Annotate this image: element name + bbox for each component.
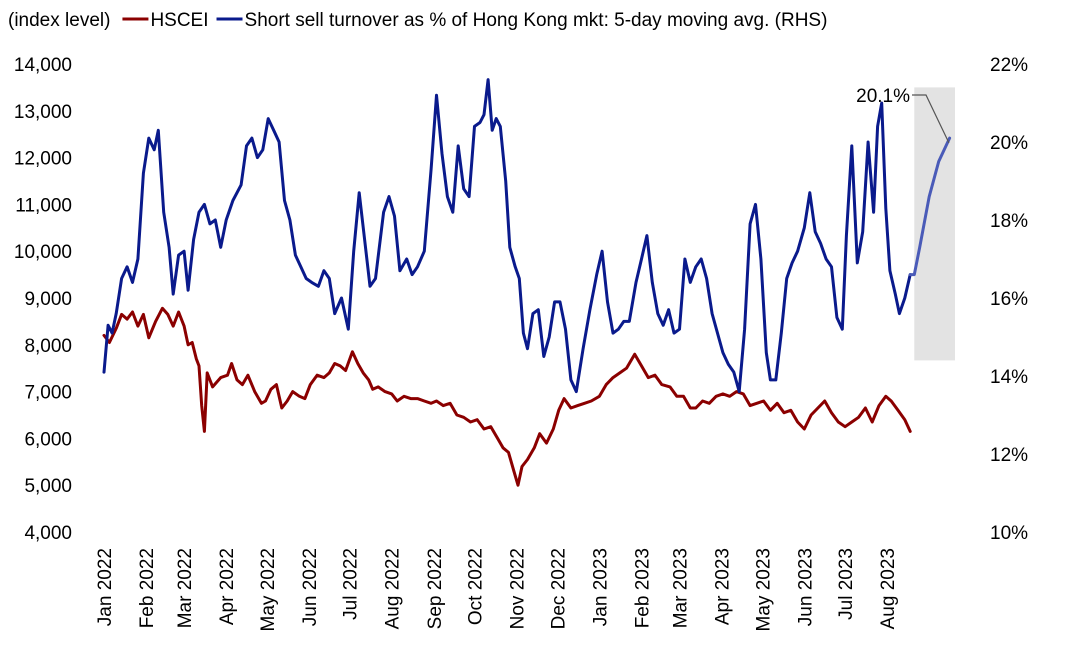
left-axis-tick-label: 14,000 (14, 55, 72, 76)
left-axis-tick-label: 11,000 (15, 195, 72, 216)
hscei-line (102, 306, 912, 487)
legend-label: Short sell turnover as % of Hong Kong mk… (245, 10, 828, 31)
x-axis-tick-label: Jan 2023 (590, 548, 611, 626)
x-axis-tick-label: Feb 2022 (137, 548, 158, 628)
left-axis-tick-label: 10,000 (14, 242, 72, 263)
right-axis-tick-label: 16% (990, 289, 1028, 310)
annotation-leader-line (912, 94, 950, 144)
x-axis-tick-label: Dec 2022 (548, 548, 569, 629)
left-axis-tick-label: 8,000 (24, 336, 72, 357)
x-axis-tick-label: Jan 2022 (95, 548, 116, 626)
left-axis-tick-label: 5,000 (24, 476, 72, 497)
right-axis-tick-label: 12% (990, 445, 1028, 466)
left-axis-tick-label: 13,000 (14, 102, 72, 123)
x-axis-tick-label: Oct 2022 (466, 548, 487, 625)
x-axis-tick-label: Feb 2023 (632, 548, 653, 628)
short-sell-turnover-extension-line (908, 136, 952, 277)
highlight-band (914, 87, 955, 361)
x-axis-tick-label: Jul 2022 (341, 548, 362, 620)
right-axis-tick-label: 20% (990, 133, 1028, 154)
x-axis-tick-label: Sep 2022 (425, 548, 446, 629)
x-axis-tick-label: Apr 2023 (713, 548, 734, 625)
x-axis-tick-label: Jun 2023 (795, 548, 816, 626)
x-axis-tick-label: May 2022 (258, 548, 279, 631)
left-axis-tick-label: 7,000 (24, 383, 72, 404)
x-axis-tick-label: May 2023 (753, 548, 774, 631)
legend-label: HSCEI (150, 10, 208, 31)
right-axis-tick-label: 10% (990, 523, 1028, 544)
x-axis-tick-label: Jun 2022 (300, 548, 321, 626)
legend-prefix: (index level) (8, 10, 110, 31)
left-axis-tick-label: 6,000 (24, 429, 72, 450)
annotation-label: 20.1% (856, 86, 910, 107)
left-axis-tick-label: 12,000 (14, 149, 72, 170)
x-axis-tick-label: Aug 2023 (878, 548, 899, 629)
left-axis-tick-label: 9,000 (24, 289, 72, 310)
x-axis-tick-label: Jul 2023 (836, 548, 857, 620)
x-axis-tick-label: Mar 2022 (175, 548, 196, 628)
right-axis-tick-label: 18% (990, 211, 1028, 232)
x-axis-tick-label: Aug 2022 (383, 548, 404, 629)
x-axis-tick-label: Mar 2023 (670, 548, 691, 628)
left-axis-tick-label: 4,000 (24, 523, 72, 544)
short-sell-turnover-line (102, 78, 912, 394)
x-axis-tick-label: Apr 2022 (217, 548, 238, 625)
right-axis-tick-label: 14% (990, 367, 1028, 388)
x-axis-tick-label: Nov 2022 (508, 548, 529, 629)
right-axis-tick-label: 22% (990, 55, 1028, 76)
